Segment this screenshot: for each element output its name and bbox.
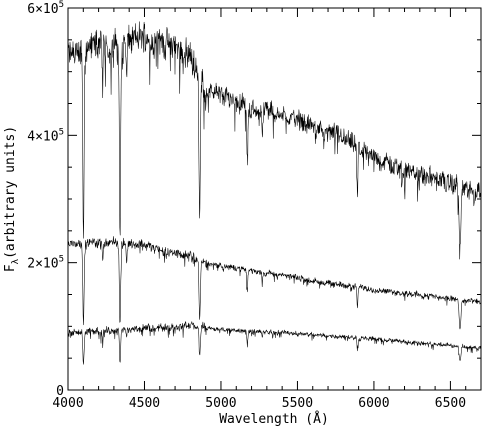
x-axis-title: Wavelength (Å): [219, 411, 329, 427]
x-tick-label: 4000: [52, 396, 83, 411]
spectrum-series-1: [67, 21, 482, 260]
x-tick-label: 5000: [205, 396, 236, 411]
y-axis-ticks: 0 2×105 4×105 6×105: [27, 0, 481, 399]
spectrum-series-3: [67, 321, 482, 365]
x-tick-label: 4500: [129, 396, 160, 411]
spectrum-series-2: [67, 236, 482, 330]
spectra-group: [67, 21, 482, 365]
y-axis-title-rest: (arbitrary units): [3, 126, 18, 259]
x-tick-label: 5500: [282, 396, 313, 411]
y-tick-label: 4×105: [27, 127, 64, 144]
x-axis-ticks: 4000 4500 5000 5500 6000 6500: [52, 8, 482, 411]
y-axis-title-main: F: [3, 264, 18, 272]
y-tick-label: 2×105: [27, 255, 64, 272]
y-tick-label: 0: [56, 384, 64, 399]
x-tick-label: 6500: [435, 396, 466, 411]
x-tick-label: 6000: [358, 396, 389, 411]
plot-frame: [67, 7, 482, 391]
y-axis-title: Fλ(arbitrary units): [3, 126, 21, 272]
y-axis-title-sub: λ: [11, 258, 21, 264]
y-tick-label: 6×105: [27, 0, 64, 17]
